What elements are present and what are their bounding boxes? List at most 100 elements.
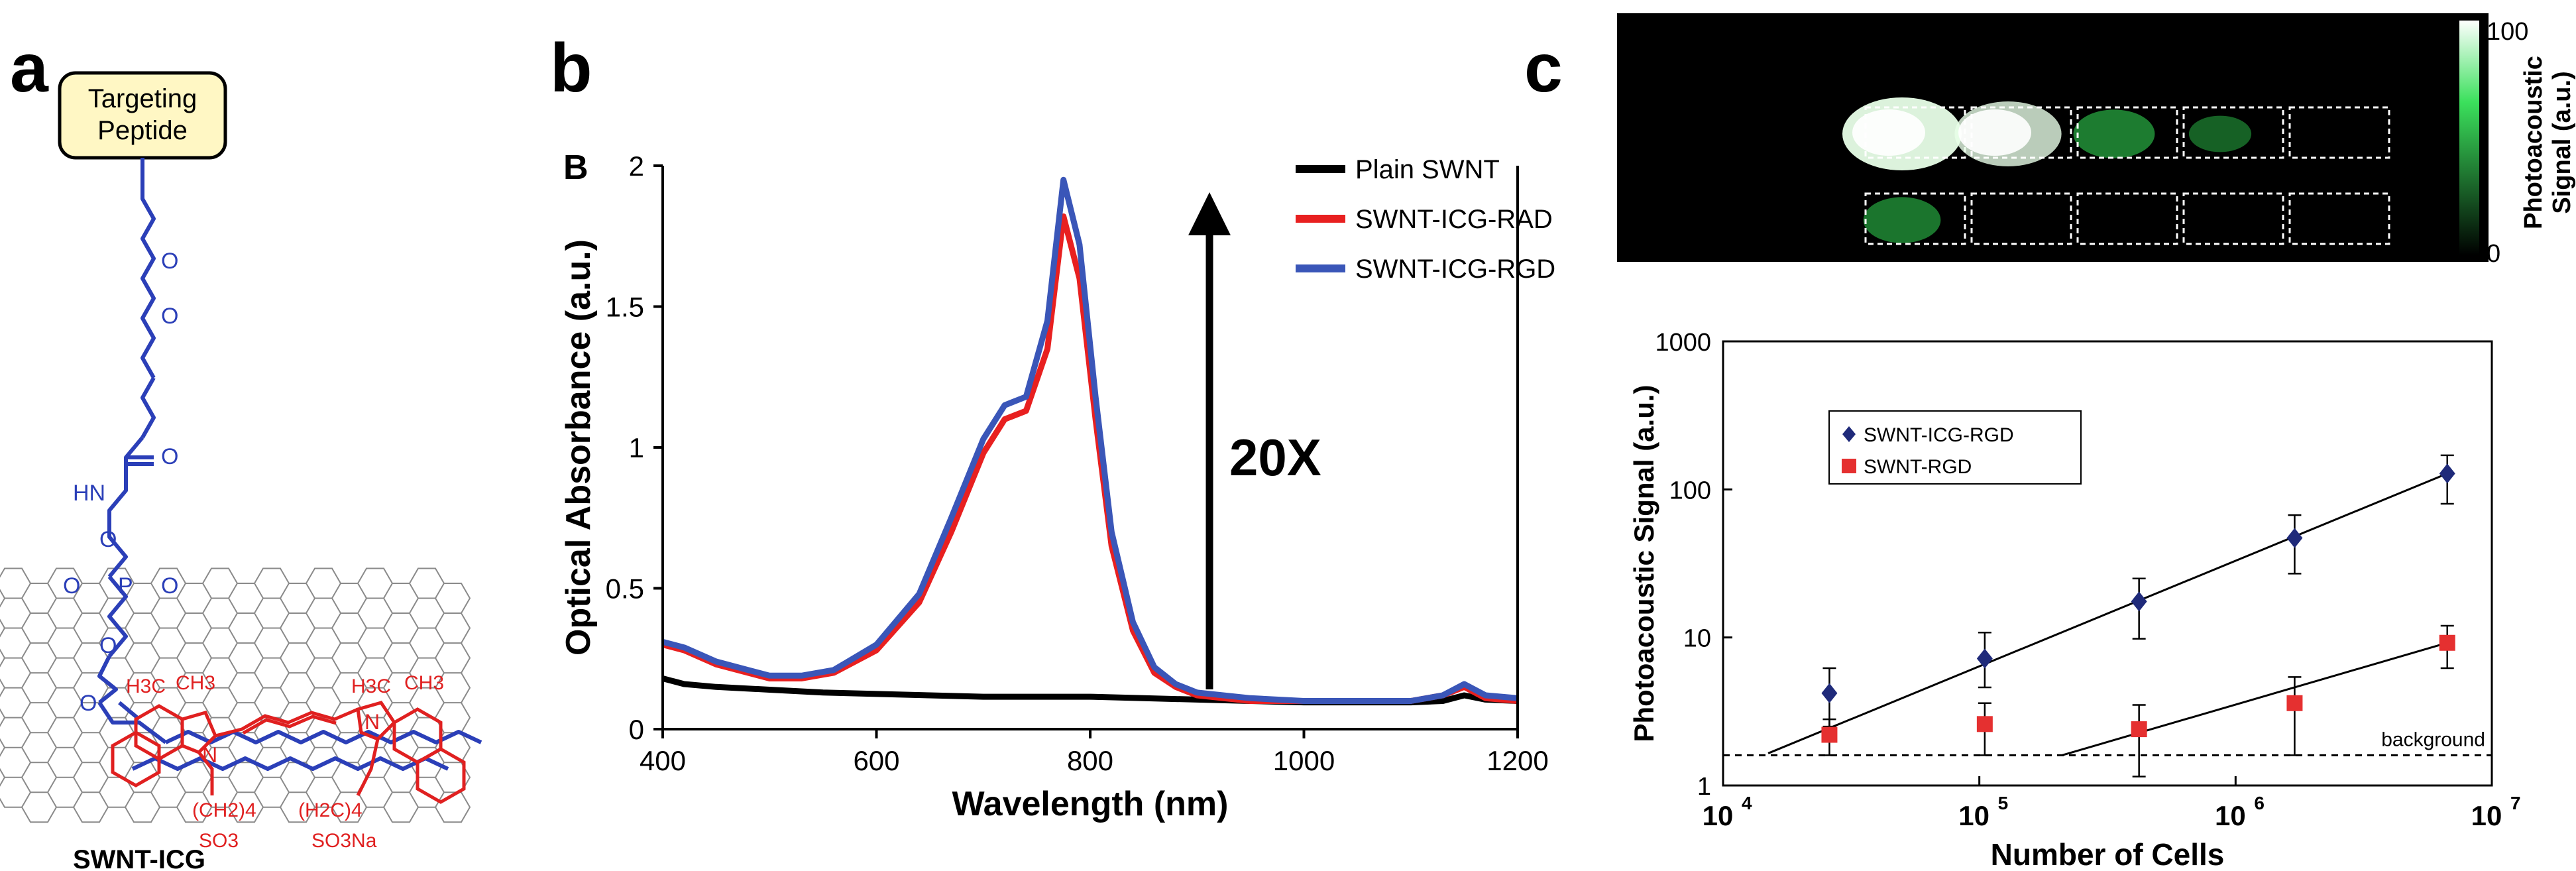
panel-a-letter: a: [10, 30, 49, 107]
signal-blob: [1863, 197, 1941, 243]
data-point-square: [2286, 695, 2303, 711]
y-tick-label: 1000: [1655, 329, 1711, 357]
panel-c: c Number of cells 6.7x10 6 1.7x10 6 4.2x10 5 1.…: [1524, 13, 2576, 871]
y-tick-label: 10: [1683, 625, 1711, 653]
icg-dye: [111, 701, 466, 804]
well-roi-box: [1970, 192, 2072, 245]
phosphorus: P: [118, 573, 133, 599]
dye-h3c-right: H3C: [351, 675, 391, 697]
x-tick-base: 10: [1703, 800, 1734, 831]
cells-column-label: 6.7x10: [1876, 48, 1948, 75]
y-tick-label: 100: [1669, 477, 1711, 504]
cells-column-label: 1.7x10: [1982, 48, 2054, 75]
legend-marker: [1842, 426, 1856, 442]
colorbar-title-line1: Photoacoustic: [2520, 56, 2548, 229]
peg-linker: [97, 158, 482, 771]
x-tick-label: 600: [853, 745, 899, 776]
series-line-swnt-icg-rgd: [661, 176, 1518, 704]
data-point-diamond: [2439, 463, 2455, 484]
well-roi-box: [1970, 106, 2072, 159]
data-point-square: [2131, 721, 2147, 738]
cells-column-exponent: 5: [2272, 40, 2280, 58]
y-tick-label: 0.5: [606, 573, 644, 605]
y-tick-label: 2: [629, 150, 644, 182]
well-roi-box: [2076, 192, 2178, 245]
swnt-icg-caption: SWNT-ICG: [73, 845, 205, 871]
panel-b-inset-letter: B: [563, 148, 588, 187]
amide-hn: HN: [73, 481, 105, 506]
dye-chain-left: (CH2)4: [192, 799, 256, 821]
x-tick-base: 10: [1958, 800, 1989, 831]
colorbar-min-label: 0: [2487, 240, 2500, 268]
dye-ch3-left: CH3: [176, 672, 215, 694]
legend-marker: [1842, 459, 1856, 473]
x-tick-label: 800: [1067, 745, 1113, 776]
well-roi-box: [1864, 192, 1966, 245]
y-axis-title: Photoacoustic Signal (a.u.): [1628, 384, 1659, 742]
cells-header: Number of cells: [1637, 48, 1826, 76]
panel-c-letter: c: [1524, 30, 1563, 107]
data-point-square: [1821, 726, 1838, 743]
fit-line: [2061, 642, 2448, 756]
dye-so3: SO3: [199, 830, 239, 852]
cells-column-exponent: 6: [1954, 40, 1962, 58]
dye-chain-right: (H2C)4: [298, 799, 363, 821]
dye-h3c-left: H3C: [126, 675, 166, 697]
dye-so3na: SO3Na: [311, 830, 377, 852]
legend-label: Plain SWNT: [1355, 155, 1500, 184]
phosphate-oxygen: O: [161, 573, 178, 599]
nanotube-lattice: [0, 567, 471, 823]
phosphate-neg-oxygen: O: [63, 573, 80, 599]
x-axis-title: Number of Cells: [1991, 837, 2225, 871]
absorbance-chart: 400 600 800 1000 1200 0 0.5 1 1.5 2 Wavelength (nm…: [559, 150, 1555, 823]
x-tick-base: 10: [2471, 800, 2502, 831]
cells-column-label: 2.6x10: [2300, 48, 2373, 75]
legend-label: SWNT-ICG-RAD: [1355, 205, 1553, 234]
x-axis-title: Wavelength (nm): [952, 785, 1229, 823]
oxygen-3: O: [99, 527, 117, 552]
well-roi-box: [2182, 192, 2284, 245]
x-tick-exponent: 4: [1742, 793, 1752, 813]
background-label: background: [2381, 728, 2485, 750]
well-roi-box: [2182, 106, 2284, 159]
signal-core: [1852, 109, 1925, 156]
plot-frame: [1722, 340, 2493, 787]
well-roi-box: [2288, 106, 2390, 159]
peptide-label-line1: Targeting: [88, 84, 197, 113]
y-axis-title: Optical Absorbance (a.u.): [559, 239, 598, 656]
fit-line: [1767, 473, 2448, 754]
x-tick-exponent: 6: [2254, 793, 2265, 813]
oxygen-4: O: [99, 633, 117, 658]
data-point-diamond: [2131, 591, 2147, 612]
ester-oxygen: O: [80, 691, 97, 716]
cells-column-exponent: 6: [2060, 40, 2068, 58]
linker-atoms: O O O HN O O P O O O: [63, 249, 178, 716]
data-point-square: [2439, 634, 2455, 651]
colorbar-title-line2: Signal (a.u.): [2548, 71, 2576, 213]
x-tick-base: 10: [2215, 800, 2246, 831]
well-roi-box: [2076, 106, 2178, 159]
data-point-diamond: [1821, 683, 1838, 703]
dye-n-left: N: [202, 743, 217, 767]
colorbar: [2458, 19, 2481, 256]
y-tick-label: 1: [629, 432, 644, 463]
dye-n-right: N: [364, 710, 380, 734]
series-line-swnt-icg-rad: [661, 213, 1518, 704]
carbonyl-oxygen: O: [161, 444, 178, 469]
legend-label: SWNT-RGD: [1864, 456, 1972, 478]
legend-label: SWNT-ICG-RGD: [1355, 255, 1555, 284]
x-tick-exponent: 5: [1998, 793, 2009, 813]
panel-b: b B 400 600 800 1000 1200 0 0.5 1 1.5 2 Wavelength…: [550, 30, 1555, 823]
twenty-x-label: 20X: [1229, 428, 1321, 487]
colorbar-max-label: 100: [2487, 18, 2528, 46]
x-tick-label: 1000: [1273, 745, 1335, 776]
cells-column-exponent: 4: [2378, 40, 2387, 58]
cells-column-label: 1.4x10: [2194, 48, 2267, 75]
data-point-diamond: [1976, 648, 1993, 669]
y-tick-label: 1.5: [606, 292, 644, 323]
x-tick-label: 1200: [1486, 745, 1548, 776]
y-tick-label: 1: [1697, 773, 1711, 801]
signal-blob: [2073, 109, 2155, 158]
panel-a: a Targeting Peptide O O O: [0, 30, 482, 871]
